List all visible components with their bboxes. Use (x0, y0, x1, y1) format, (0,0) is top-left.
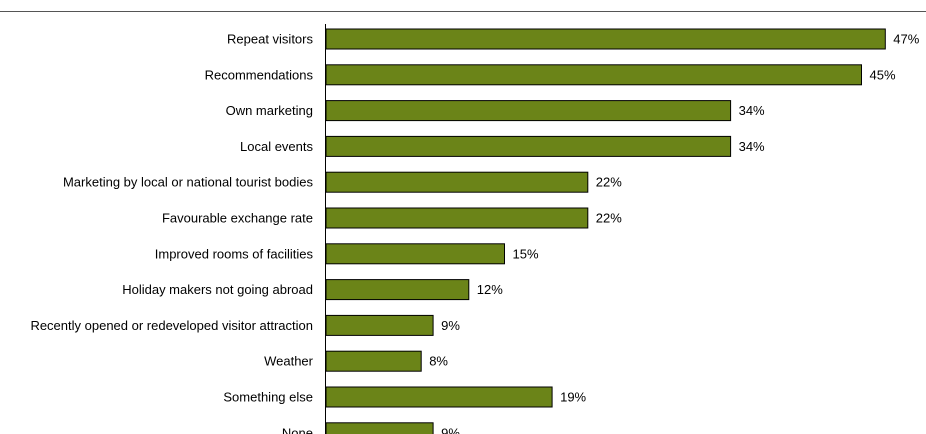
value-label: 15% (513, 246, 539, 261)
category-label: Recently opened or redeveloped visitor a… (30, 318, 313, 333)
bar-5 (325, 207, 589, 229)
value-label: 19% (560, 390, 586, 405)
category-label: Local events (240, 139, 313, 154)
bars-layer (325, 28, 886, 434)
value-label: 45% (870, 67, 896, 82)
value-label: 8% (429, 354, 448, 369)
category-label: Recommendations (205, 67, 314, 82)
category-label: Own marketing (226, 103, 313, 118)
bar-0 (325, 28, 886, 50)
value-label: 22% (596, 211, 622, 226)
value-label: 34% (739, 139, 765, 154)
bar-9 (325, 350, 422, 372)
category-label: Something else (223, 390, 313, 405)
category-label: Repeat visitors (227, 32, 313, 47)
value-labels: 47% 45% 34% 34% 22% 22% 15% 12% 9% 8% 19% 9% (429, 32, 920, 434)
bar-8 (325, 314, 434, 336)
value-label: 9% (441, 318, 460, 333)
value-label: 34% (739, 103, 765, 118)
value-label: 9% (441, 425, 460, 434)
value-label: 47% (893, 32, 919, 47)
category-label: Marketing by local or national tourist b… (63, 175, 314, 190)
bar-2 (325, 100, 732, 122)
bar-11 (325, 422, 434, 434)
category-label: Weather (264, 354, 314, 369)
category-label: Holiday makers not going abroad (122, 282, 313, 297)
bar-10 (325, 386, 553, 408)
category-label: Improved rooms of facilities (155, 246, 314, 261)
value-label: 22% (596, 175, 622, 190)
category-label: None (282, 425, 313, 434)
bar-6 (325, 243, 505, 265)
value-label: 12% (477, 282, 503, 297)
bar-1 (325, 64, 862, 86)
category-label: Favourable exchange rate (162, 211, 313, 226)
bar-4 (325, 171, 589, 193)
bar-7 (325, 279, 470, 301)
category-labels: Repeat visitors Recommendations Own market… (30, 32, 313, 434)
bar-3 (325, 135, 732, 157)
